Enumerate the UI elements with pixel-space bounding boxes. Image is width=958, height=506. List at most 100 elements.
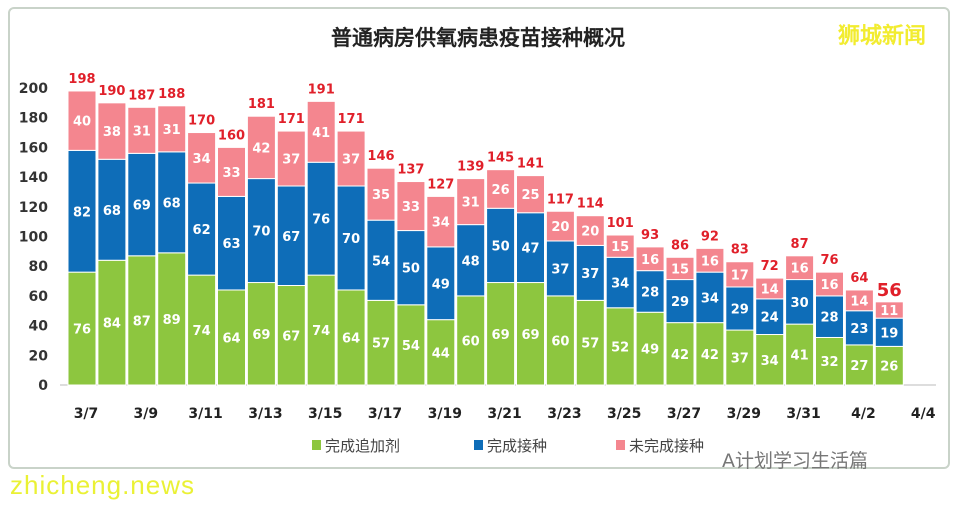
segment-label: 31 xyxy=(462,196,480,211)
total-label: 171 xyxy=(338,112,365,127)
bar-segment xyxy=(366,299,396,386)
segment-label: 34 xyxy=(432,216,450,231)
segment-label: 30 xyxy=(791,296,809,311)
total-label: 87 xyxy=(791,237,809,252)
bar-segment xyxy=(217,146,246,197)
total-label: 64 xyxy=(850,271,868,286)
y-tick-label: 180 xyxy=(19,111,48,127)
bar-segment xyxy=(426,246,456,321)
segment-label: 37 xyxy=(731,352,749,367)
segment-label: 37 xyxy=(282,153,300,168)
total-label: 190 xyxy=(98,84,125,99)
bar-segment xyxy=(844,310,874,346)
total-label: 139 xyxy=(457,160,484,175)
segment-label: 48 xyxy=(462,254,480,269)
segment-label: 37 xyxy=(581,267,599,282)
segment-label: 35 xyxy=(372,188,390,203)
bar-segment xyxy=(306,274,336,386)
total-label: 86 xyxy=(671,238,689,253)
bar-segment xyxy=(336,130,366,187)
bar-segment xyxy=(456,295,486,386)
y-tick-label: 160 xyxy=(19,140,48,156)
segment-label: 60 xyxy=(462,334,480,349)
bar-segment xyxy=(516,282,545,386)
bar-segment xyxy=(635,246,665,272)
x-tick-label: 3/31 xyxy=(786,406,820,422)
bar-segment xyxy=(545,210,575,242)
segment-label: 34 xyxy=(761,354,779,369)
segment-label: 28 xyxy=(820,311,838,326)
x-tick-label: 4/4 xyxy=(911,406,936,422)
total-label: 198 xyxy=(68,72,95,87)
bar-segment xyxy=(665,256,695,281)
segment-label: 28 xyxy=(641,285,659,300)
bar-segment xyxy=(665,279,695,324)
bar-segment xyxy=(336,185,366,291)
total-label: 83 xyxy=(731,243,749,258)
account-name: A计划学习生活篇 xyxy=(722,450,868,472)
bar-segment xyxy=(127,106,157,154)
segment-label: 11 xyxy=(880,304,898,319)
segment-label: 16 xyxy=(641,253,659,268)
segment-label: 44 xyxy=(432,346,450,361)
bar-segment xyxy=(695,247,725,273)
segment-label: 34 xyxy=(611,277,629,292)
bar-segment xyxy=(844,289,874,312)
total-label: 114 xyxy=(577,197,604,212)
segment-label: 52 xyxy=(611,340,629,355)
total-label: 117 xyxy=(547,192,574,207)
bar-segment xyxy=(396,181,426,232)
segment-label: 25 xyxy=(521,188,539,203)
segment-label: 41 xyxy=(312,126,330,141)
bar-segment xyxy=(785,255,815,281)
x-tick-label: 3/27 xyxy=(667,406,701,422)
segment-label: 57 xyxy=(581,337,599,352)
bar-segment xyxy=(516,175,545,214)
total-label: 101 xyxy=(607,216,634,231)
bar-segment xyxy=(97,259,127,386)
segment-label: 69 xyxy=(133,199,151,214)
segment-label: 67 xyxy=(282,329,300,344)
bar-segment xyxy=(635,311,665,386)
segment-label: 62 xyxy=(193,223,211,238)
segment-label: 34 xyxy=(193,152,211,167)
x-tick-label: 3/7 xyxy=(74,406,99,422)
segment-label: 29 xyxy=(671,295,689,310)
bar-segment xyxy=(187,182,217,276)
bar-segment xyxy=(276,130,306,187)
legend-label: 完成追加剂 xyxy=(325,437,400,455)
bar-segment xyxy=(396,230,426,306)
segment-label: 14 xyxy=(761,282,779,297)
bar-segment xyxy=(157,105,187,153)
y-tick-label: 0 xyxy=(38,378,48,394)
segment-label: 60 xyxy=(551,334,569,349)
bar-segment xyxy=(246,178,276,284)
segment-label: 16 xyxy=(701,254,719,269)
segment-label: 69 xyxy=(521,328,539,343)
segment-label: 31 xyxy=(133,124,151,139)
bar-segment xyxy=(545,240,575,297)
total-label: 137 xyxy=(397,163,424,178)
bar-segment xyxy=(605,234,635,258)
segment-label: 32 xyxy=(820,355,838,370)
x-tick-label: 3/13 xyxy=(248,406,282,422)
total-label: 187 xyxy=(128,88,155,103)
bar-segment xyxy=(67,149,97,273)
segment-label: 20 xyxy=(581,225,599,240)
segment-label: 16 xyxy=(791,262,809,277)
segment-label: 63 xyxy=(222,237,240,252)
bar-segment xyxy=(575,215,605,246)
segment-label: 49 xyxy=(432,277,450,292)
bar-segment xyxy=(665,322,695,386)
x-tick-label: 4/2 xyxy=(851,406,876,422)
y-tick-label: 120 xyxy=(19,200,48,216)
bar-segment xyxy=(486,282,516,386)
bar-segment xyxy=(67,271,97,386)
logo: 狮城新闻 xyxy=(838,24,927,49)
segment-label: 70 xyxy=(252,225,270,240)
segment-label: 49 xyxy=(641,343,659,358)
segment-label: 27 xyxy=(850,359,868,374)
total-label: 146 xyxy=(367,149,394,164)
bar-segment xyxy=(187,274,217,386)
bar-segment xyxy=(246,115,276,180)
